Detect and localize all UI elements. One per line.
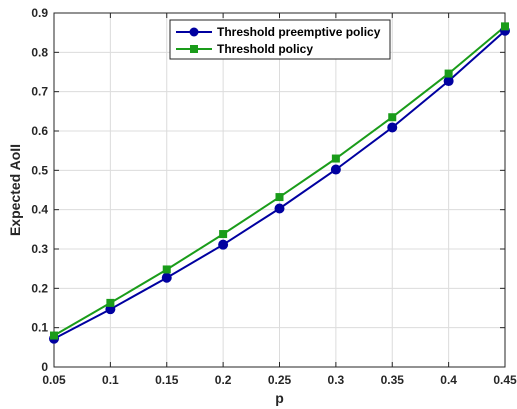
y-tick-label: 0.4 <box>31 203 48 217</box>
x-tick-label: 0.35 <box>381 373 405 387</box>
y-tick-label: 0.5 <box>31 163 48 177</box>
data-point-square <box>275 193 284 202</box>
y-tick-labels: 0 0.1 0.2 0.3 0.4 0.5 0.6 0.7 0.8 0.9 <box>31 6 48 374</box>
x-tick-label: 0.1 <box>102 373 119 387</box>
x-tick-label: 0.3 <box>328 373 345 387</box>
x-tick-label: 0.4 <box>440 373 457 387</box>
x-axis-label: p <box>275 390 284 406</box>
y-tick-label: 0.3 <box>31 242 48 256</box>
x-tick-label: 0.15 <box>155 373 179 387</box>
data-point-square <box>501 22 509 31</box>
y-tick-label: 0.7 <box>31 85 48 99</box>
y-tick-label: 0.6 <box>31 124 48 138</box>
data-point-circle <box>330 164 341 175</box>
y-tick-label: 0 <box>41 360 48 374</box>
data-point-circle <box>443 76 454 87</box>
legend-box <box>169 19 391 60</box>
y-tick-label: 0.1 <box>31 321 48 335</box>
data-point-square <box>162 265 171 274</box>
series-layer <box>49 22 510 344</box>
data-point-square <box>219 230 228 239</box>
legend-label-threshold: Threshold policy <box>217 42 313 56</box>
legend-marker-circle <box>189 27 199 37</box>
data-point-square <box>106 298 115 307</box>
legend-label-threshold-preemptive: Threshold preemptive policy <box>217 25 381 39</box>
data-point-square <box>331 154 340 163</box>
legend: Threshold preemptive policy Threshold po… <box>169 19 391 60</box>
axis-ticks <box>53 12 506 368</box>
data-point-circle <box>218 239 229 250</box>
x-tick-label: 0.25 <box>268 373 292 387</box>
data-point-circle <box>387 122 398 133</box>
legend-marker-square <box>190 45 198 53</box>
y-tick-label: 0.8 <box>31 45 48 59</box>
grid <box>53 12 506 368</box>
data-point-circle <box>274 203 285 214</box>
data-point-circle <box>161 272 172 283</box>
data-point-square <box>50 331 58 340</box>
y-axis-label: Expected AoII <box>7 144 23 236</box>
y-tick-label: 0.9 <box>31 6 48 20</box>
x-tick-labels: 0.05 0.1 0.15 0.2 0.25 0.3 0.35 0.4 0.45 <box>42 373 517 387</box>
data-point-square <box>388 113 397 122</box>
x-tick-label: 0.2 <box>215 373 232 387</box>
data-point-square <box>444 69 453 78</box>
x-tick-label: 0.05 <box>42 373 66 387</box>
y-tick-label: 0.2 <box>31 281 48 295</box>
x-tick-label: 0.45 <box>493 373 517 387</box>
